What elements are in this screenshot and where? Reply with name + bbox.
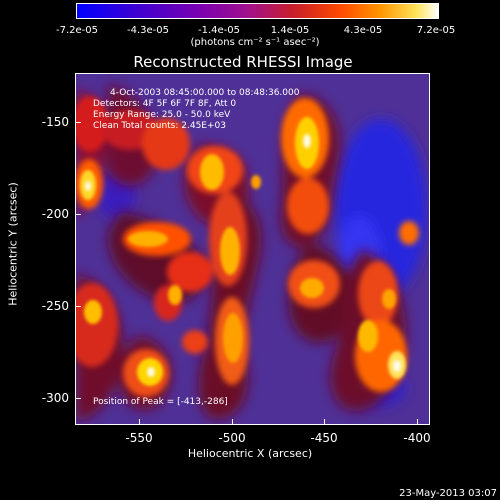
image-plot (75, 73, 430, 425)
colorbar-tick-label: 1.4e-05 (270, 25, 310, 36)
peak-position-label: Position of Peak = [-413,-286] (93, 397, 228, 407)
y-axis-title: Heliocentric Y (arcsec) (6, 182, 20, 306)
y-axis-tick-label: -300 (41, 391, 69, 405)
y-axis-tick-label: -150 (41, 115, 69, 129)
x-axis-tick-label: -400 (403, 431, 431, 445)
x-axis-tick-label: -500 (218, 431, 246, 445)
x-axis-tick (324, 419, 325, 425)
colorbar (76, 3, 439, 19)
x-axis-tick (232, 419, 233, 425)
x-axis-tick-label: -450 (310, 431, 338, 445)
x-axis-title: Heliocentric X (arcsec) (187, 447, 313, 460)
observation-time-range: 4-Oct-2003 08:45:00.000 to 08:48:36.000 (110, 88, 300, 98)
x-axis-tick-label: -550 (125, 431, 153, 445)
colorbar-tick-label: -7.2e-05 (56, 25, 98, 36)
x-axis-tick (139, 419, 140, 425)
colorbar-unit-label: (photons cm⁻² s⁻¹ asec⁻²) (190, 37, 320, 48)
detectors-info: Detectors: 4F 5F 6F 7F 8F, Att 0 (93, 99, 237, 109)
colorbar-tick-label: 4.3e-05 (343, 25, 383, 36)
y-axis-tick-label: -250 (41, 299, 69, 313)
generation-timestamp: 23-May-2013 03:07 (399, 488, 497, 499)
colorbar-gradient (77, 4, 438, 18)
energy-range-info: Energy Range: 25.0 - 50.0 keV (93, 110, 231, 120)
x-axis-tick (417, 419, 418, 425)
y-axis-tick (75, 214, 81, 215)
clean-total-counts-info: Clean Total counts: 2.45E+03 (93, 121, 226, 131)
rhessi-image (76, 74, 429, 424)
colorbar-tick-label: 7.2e-05 (416, 25, 456, 36)
y-axis-tick (75, 398, 81, 399)
colorbar-tick-label: -1.4e-05 (198, 25, 240, 36)
y-axis-tick (75, 306, 81, 307)
plot-title: Reconstructed RHESSI Image (133, 53, 353, 71)
y-axis-tick-label: -200 (41, 207, 69, 221)
y-axis-tick (75, 122, 81, 123)
colorbar-tick-label: -4.3e-05 (127, 25, 169, 36)
